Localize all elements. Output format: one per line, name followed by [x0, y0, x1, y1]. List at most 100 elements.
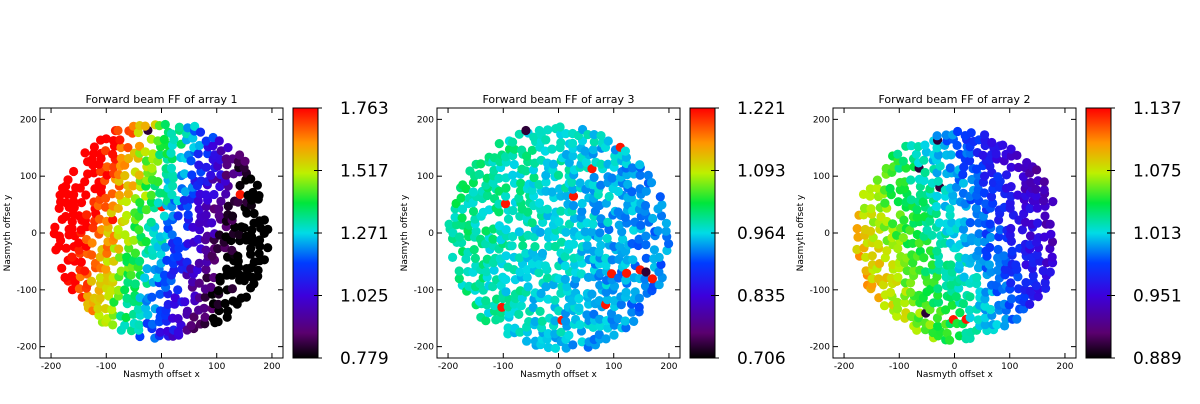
data-point	[927, 230, 937, 240]
scatter-points	[852, 126, 1058, 345]
data-point	[634, 302, 644, 312]
data-point	[541, 282, 551, 292]
data-point	[530, 316, 540, 327]
data-point	[657, 200, 667, 210]
data-point	[484, 205, 494, 215]
data-point	[980, 130, 990, 140]
data-point	[206, 282, 216, 292]
data-point	[50, 222, 60, 232]
data-point	[201, 190, 211, 200]
data-point	[537, 316, 547, 326]
x-tick-label: -200	[41, 362, 62, 372]
data-point	[194, 140, 204, 151]
y-tick-label: 100	[813, 172, 830, 182]
data-point	[95, 273, 105, 283]
data-point	[233, 157, 243, 167]
data-point	[240, 156, 250, 166]
data-point	[1031, 191, 1041, 201]
data-point	[636, 220, 646, 230]
data-point	[223, 143, 233, 153]
data-point	[521, 166, 531, 176]
data-point	[1048, 197, 1058, 207]
data-point	[167, 170, 178, 180]
data-point	[233, 197, 243, 207]
data-point	[529, 132, 539, 142]
data-point	[620, 146, 631, 156]
data-point	[126, 270, 136, 280]
data-point	[1011, 260, 1021, 270]
data-point	[919, 253, 929, 263]
data-point	[67, 285, 77, 295]
data-point	[214, 204, 224, 214]
data-point	[933, 321, 943, 331]
data-point	[601, 260, 611, 270]
y-axis-label: Nasmyth offset y	[796, 194, 806, 271]
data-point	[641, 253, 651, 263]
data-point	[912, 325, 922, 335]
data-point	[179, 169, 190, 179]
data-point	[933, 150, 944, 160]
data-point	[955, 308, 965, 318]
data-point	[223, 201, 233, 211]
data-point	[959, 272, 969, 282]
data-point	[116, 153, 126, 163]
data-point	[885, 183, 895, 194]
data-point	[234, 230, 244, 240]
data-point	[522, 151, 532, 161]
data-point	[67, 252, 77, 262]
data-point	[918, 197, 928, 207]
x-tick-label: -100	[96, 362, 117, 372]
data-point	[123, 277, 133, 287]
data-point	[214, 136, 224, 146]
data-point	[953, 126, 963, 137]
data-point	[583, 130, 593, 140]
data-point	[548, 159, 559, 169]
data-point	[522, 336, 532, 346]
data-point	[1017, 225, 1027, 235]
panel-1: Forward beam FF of array 1 -200 -100 0 100 20…	[3, 93, 389, 380]
data-point	[481, 296, 491, 306]
data-point	[235, 180, 245, 191]
data-point	[554, 306, 564, 316]
data-point	[186, 156, 196, 166]
data-point	[147, 292, 157, 302]
data-point	[87, 238, 97, 248]
data-point	[893, 197, 903, 207]
data-point	[959, 162, 969, 172]
data-point	[882, 246, 892, 256]
data-point	[998, 140, 1008, 150]
data-point	[182, 306, 192, 316]
data-point	[140, 273, 150, 283]
data-point	[945, 204, 955, 214]
data-point	[81, 190, 91, 200]
data-point	[253, 265, 263, 275]
data-point	[992, 320, 1002, 330]
data-point	[1032, 203, 1042, 213]
data-point	[941, 305, 951, 315]
data-point	[87, 250, 97, 260]
data-point	[931, 208, 941, 219]
data-point	[603, 136, 613, 146]
data-point	[507, 231, 518, 242]
data-point	[155, 327, 165, 337]
data-point	[195, 127, 206, 137]
data-point	[153, 198, 163, 208]
data-point	[180, 297, 190, 307]
data-point	[126, 326, 137, 336]
data-point	[252, 180, 262, 190]
data-point	[588, 322, 598, 332]
colorbar-tick-label: 1.271	[340, 224, 389, 244]
data-point	[235, 150, 245, 160]
data-point	[1019, 209, 1029, 219]
data-point	[577, 337, 587, 347]
data-point	[113, 203, 123, 213]
data-point	[221, 154, 231, 164]
data-point	[622, 268, 632, 278]
data-point	[542, 273, 553, 283]
data-point	[543, 125, 553, 135]
data-point	[518, 241, 528, 251]
data-point	[109, 162, 119, 172]
data-point	[577, 198, 587, 209]
data-point	[527, 218, 537, 228]
data-point	[1006, 278, 1016, 288]
